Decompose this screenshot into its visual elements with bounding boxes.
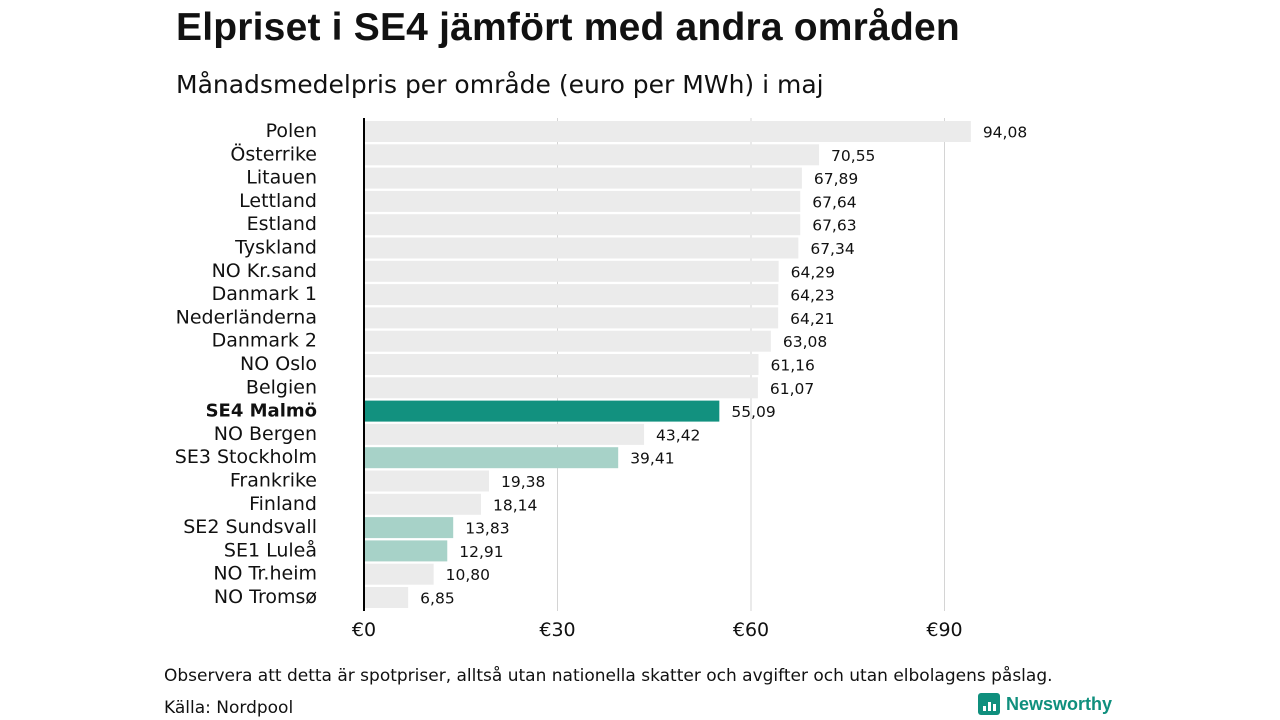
bar	[364, 214, 801, 236]
category-label: Polen	[266, 120, 317, 142]
category-label: Litauen	[246, 167, 317, 189]
category-label: NO Oslo	[240, 353, 317, 375]
chart-subtitle: Månadsmedelpris per område (euro per MWh…	[176, 70, 824, 99]
x-tick-label: €0	[352, 619, 376, 641]
value-label: 67,63	[812, 217, 856, 235]
bars	[364, 121, 971, 608]
category-label: NO Kr.sand	[212, 260, 317, 282]
category-label: NO Bergen	[214, 423, 317, 445]
value-label: 70,55	[831, 147, 875, 165]
bar-chart-icon	[978, 693, 1000, 715]
category-label: Danmark 1	[212, 283, 317, 305]
bar	[364, 563, 434, 585]
category-label: Danmark 2	[212, 330, 317, 352]
bar	[364, 540, 448, 562]
bar	[364, 190, 801, 212]
brand-name: Newsworthy	[1006, 693, 1113, 714]
category-label: Finland	[249, 493, 317, 515]
category-labels: PolenÖsterrikeLitauenLettlandEstlandTysk…	[175, 120, 317, 608]
value-label: 18,14	[493, 496, 537, 514]
x-tick-label: €30	[539, 619, 575, 641]
category-label: Frankrike	[230, 470, 317, 492]
source-note: Källa: Nordpool	[164, 698, 294, 718]
value-label: 64,29	[791, 263, 835, 281]
category-label: SE3 Stockholm	[175, 446, 317, 468]
value-label: 39,41	[630, 450, 674, 468]
value-label: 43,42	[656, 426, 700, 444]
category-label: Estland	[247, 213, 317, 235]
bar	[364, 517, 454, 539]
value-label: 55,09	[731, 403, 775, 421]
value-label: 67,64	[812, 193, 856, 211]
value-label: 67,34	[810, 240, 854, 258]
bar	[364, 144, 820, 166]
bar	[364, 470, 490, 492]
value-label: 12,91	[459, 543, 503, 561]
value-label: 10,80	[446, 566, 490, 584]
value-label: 63,08	[783, 333, 827, 351]
bar	[364, 330, 771, 352]
value-label: 61,16	[770, 357, 814, 375]
brand-logo: Newsworthy	[978, 693, 1112, 715]
value-labels: 94,08 70,55 67,89 67,64 67,63 67,34 64,29 64,23…	[420, 124, 1027, 608]
value-label: 94,08	[983, 124, 1027, 142]
value-label: 13,83	[465, 520, 509, 538]
bar	[364, 400, 720, 422]
x-tick-label: €90	[926, 619, 962, 641]
value-label: 64,23	[790, 287, 834, 305]
value-label: 61,07	[770, 380, 814, 398]
bar	[364, 447, 619, 469]
category-label: Tyskland	[234, 237, 317, 259]
value-label: 6,85	[420, 590, 455, 608]
bar	[364, 493, 482, 515]
bar	[364, 237, 799, 259]
category-label: Nederländerna	[176, 306, 317, 328]
bar	[364, 587, 409, 608]
category-label: NO Tr.heim	[213, 563, 317, 585]
category-label: Belgien	[246, 376, 317, 398]
x-axis-ticks: €0 €30 €60 €90	[352, 619, 963, 641]
category-label: SE1 Luleå	[224, 538, 317, 561]
bar	[364, 354, 759, 375]
bar	[364, 377, 758, 399]
category-label: SE4 Malmö	[206, 401, 317, 422]
value-label: 67,89	[814, 170, 858, 188]
value-label: 64,21	[790, 310, 834, 328]
bar	[364, 284, 779, 306]
bar	[364, 121, 971, 142]
value-label: 19,38	[501, 473, 545, 491]
category-label: SE2 Sundsvall	[183, 516, 317, 538]
bar	[364, 260, 779, 282]
footnote: Observera att detta är spotpriser, allts…	[164, 666, 1053, 686]
bar	[364, 423, 645, 445]
category-label: NO Tromsø	[214, 586, 317, 608]
x-tick-label: €60	[733, 619, 769, 641]
category-label: Lettland	[239, 190, 317, 212]
bar	[364, 307, 779, 329]
bar	[364, 167, 802, 189]
category-label: Österrike	[230, 142, 317, 165]
chart-title: Elpriset i SE4 jämfört med andra områden	[176, 6, 960, 49]
